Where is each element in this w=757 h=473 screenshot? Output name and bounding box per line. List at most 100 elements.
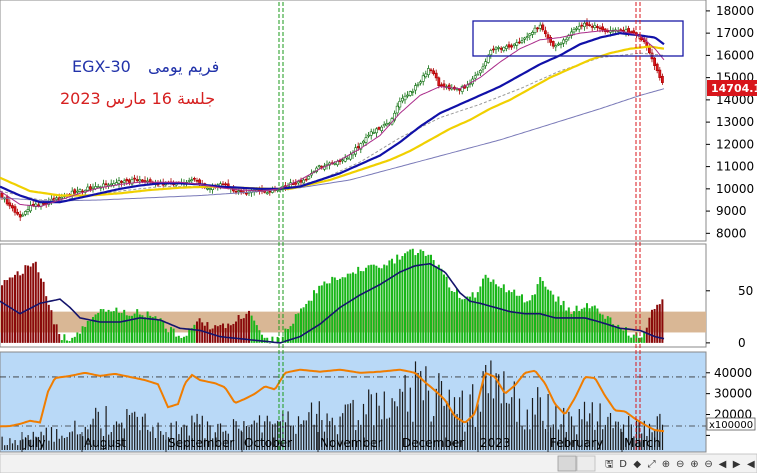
candle-body (0, 192, 4, 198)
volume-bar (87, 429, 89, 450)
volume-bar (612, 428, 614, 450)
indicator-bar (185, 335, 188, 343)
volume-bar (404, 374, 406, 450)
candle-body (577, 25, 581, 30)
indicator-panel: 0 50 (0, 243, 753, 350)
volume-bar (495, 373, 497, 450)
volume-bar (178, 434, 180, 450)
indicator-bar (510, 292, 513, 343)
plus-icon[interactable]: ⊕ (690, 459, 698, 470)
volume-bar (581, 419, 583, 450)
volume-bar (232, 419, 235, 450)
candle-body (515, 42, 519, 46)
volume-bar (643, 420, 645, 450)
indicator-bar (14, 274, 16, 343)
zoom-out-icon[interactable]: ⊖ (676, 459, 684, 470)
candle-body (432, 70, 436, 75)
volume-bar (342, 413, 344, 450)
indicator-bar (365, 267, 367, 343)
indicator-bar (263, 337, 266, 343)
volume-bar (121, 422, 123, 450)
nav-bar[interactable]: 🖫 D ◆ ⤢ ⊕ ⊖ ⊕ ⊖ ◀ ▶ ◀ (0, 453, 757, 473)
minus-icon[interactable]: ⊖ (704, 459, 712, 470)
volume-bar (118, 423, 120, 450)
volume-unit-label: x100000 (709, 420, 753, 431)
save-icon[interactable]: D (619, 459, 627, 470)
candle-body (564, 39, 568, 42)
volume-bar (487, 393, 489, 450)
volume-unit-box (706, 417, 756, 431)
candle-body (476, 73, 480, 76)
indicator-bar (326, 283, 328, 343)
candle-body (421, 75, 425, 82)
volume-bar (35, 436, 37, 450)
indicator-bar (541, 280, 544, 343)
delete-icon[interactable]: ◆ (633, 459, 641, 470)
scroll-track[interactable] (576, 455, 596, 472)
candle-body (538, 24, 542, 29)
toggle-icon[interactable]: ◀ (747, 459, 755, 470)
indicator-bar (315, 293, 318, 343)
indicator-bar (266, 337, 269, 343)
candle-body (660, 75, 664, 83)
indicator-bar (349, 273, 352, 343)
volume-bar (199, 424, 201, 450)
volume-bar (529, 429, 531, 450)
scroll-bar[interactable] (557, 455, 577, 472)
zoom-in-icon[interactable]: ⊕ (662, 459, 670, 470)
candle-body (224, 183, 228, 186)
indicator-bar (60, 340, 63, 343)
indicator-bar (19, 275, 22, 343)
indicator-bar (552, 294, 555, 343)
candle-body (549, 37, 553, 43)
indicator-bar (534, 294, 536, 343)
indicator-bar (612, 324, 614, 343)
volume-bar (11, 443, 14, 450)
candle-body (413, 85, 417, 91)
candle-body (268, 190, 272, 193)
indicator-bar (645, 327, 648, 343)
volume-bar (433, 416, 435, 450)
back-icon[interactable]: ◀ (719, 459, 727, 470)
candle-body (429, 69, 433, 72)
candle-body (361, 140, 365, 144)
price-tick-label: 9000 (716, 204, 747, 218)
indicator-bar (614, 326, 617, 343)
volume-bar (274, 423, 276, 450)
last-price-badge: 14704.1 (707, 80, 757, 96)
indicator-bar (242, 318, 245, 343)
indicator-bar (575, 305, 578, 343)
candle-body (133, 177, 137, 180)
volume-bar (609, 413, 612, 450)
forward-icon[interactable]: ▶ (733, 459, 741, 470)
indicator-bar (42, 281, 45, 343)
volume-bar (123, 428, 125, 450)
indicator-bar (40, 278, 42, 343)
volume-bar (154, 437, 157, 450)
indicator-bar (159, 318, 162, 343)
indicator-bar (606, 316, 609, 343)
volume-bar (555, 405, 557, 450)
volume-bar (349, 403, 352, 450)
indicator-bar (222, 323, 224, 343)
indicator-bar (318, 285, 321, 343)
volume-bar (126, 409, 128, 450)
indicator-axis: 0 50 (706, 284, 753, 350)
volume-bar (394, 401, 396, 450)
candle-body (473, 75, 477, 79)
month-label: September (168, 436, 234, 450)
scroll-bar[interactable]: 🖫 (605, 459, 614, 470)
volume-bar (58, 438, 60, 450)
volume-bar (336, 434, 339, 450)
indicator-bar (118, 312, 120, 343)
volume-bar (456, 413, 458, 450)
volume-bar (357, 420, 359, 450)
candle-body (517, 41, 521, 44)
volume-bar (214, 432, 216, 450)
drag-icon[interactable]: ⤢ (648, 459, 656, 470)
volume-bar (459, 397, 461, 450)
indicator-bar (586, 303, 588, 343)
candle-body (593, 24, 597, 28)
candle-body (491, 48, 495, 51)
indicator-bar (151, 317, 154, 343)
